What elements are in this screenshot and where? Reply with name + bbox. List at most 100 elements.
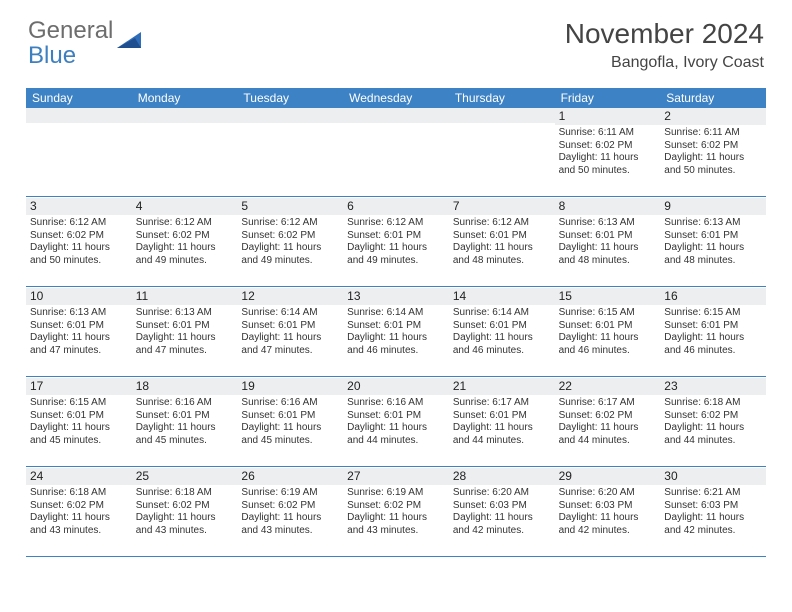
day-cell: 25Sunrise: 6:18 AMSunset: 6:02 PMDayligh… — [132, 468, 238, 556]
sunset-text: Sunset: 6:02 PM — [241, 230, 339, 243]
sunrise-text: Sunrise: 6:16 AM — [241, 397, 339, 410]
day-cell: 24Sunrise: 6:18 AMSunset: 6:02 PMDayligh… — [26, 468, 132, 556]
sunrise-text: Sunrise: 6:13 AM — [136, 307, 234, 320]
sunrise-text: Sunrise: 6:18 AM — [30, 487, 128, 500]
day-number: 18 — [132, 378, 238, 395]
sunrise-text: Sunrise: 6:17 AM — [559, 397, 657, 410]
day-number: 11 — [132, 288, 238, 305]
day-cell: 22Sunrise: 6:17 AMSunset: 6:02 PMDayligh… — [555, 378, 661, 466]
day-cell: 13Sunrise: 6:14 AMSunset: 6:01 PMDayligh… — [343, 288, 449, 376]
sunrise-text: Sunrise: 6:13 AM — [559, 217, 657, 230]
sunset-text: Sunset: 6:02 PM — [559, 140, 657, 153]
sunrise-text: Sunrise: 6:14 AM — [347, 307, 445, 320]
day-cell: 20Sunrise: 6:16 AMSunset: 6:01 PMDayligh… — [343, 378, 449, 466]
day-number: 13 — [343, 288, 449, 305]
sunset-text: Sunset: 6:01 PM — [241, 410, 339, 423]
title-block: November 2024 Bangofla, Ivory Coast — [565, 18, 764, 72]
logo: General Blue — [28, 18, 145, 68]
sunrise-text: Sunrise: 6:12 AM — [347, 217, 445, 230]
daylight-text: Daylight: 11 hours and 43 minutes. — [30, 512, 128, 537]
day-number: 9 — [660, 198, 766, 215]
sunrise-text: Sunrise: 6:18 AM — [136, 487, 234, 500]
daylight-text: Daylight: 11 hours and 43 minutes. — [347, 512, 445, 537]
sunrise-text: Sunrise: 6:12 AM — [136, 217, 234, 230]
daylight-text: Daylight: 11 hours and 46 minutes. — [559, 332, 657, 357]
day-cell: 11Sunrise: 6:13 AMSunset: 6:01 PMDayligh… — [132, 288, 238, 376]
dow-cell: Monday — [132, 88, 238, 108]
daylight-text: Daylight: 11 hours and 42 minutes. — [664, 512, 762, 537]
sunset-text: Sunset: 6:01 PM — [347, 230, 445, 243]
day-cell: 8Sunrise: 6:13 AMSunset: 6:01 PMDaylight… — [555, 198, 661, 286]
sunrise-text: Sunrise: 6:16 AM — [136, 397, 234, 410]
day-number: 16 — [660, 288, 766, 305]
day-number: 15 — [555, 288, 661, 305]
empty-day-band — [132, 108, 238, 123]
sunset-text: Sunset: 6:01 PM — [559, 230, 657, 243]
daylight-text: Daylight: 11 hours and 49 minutes. — [241, 242, 339, 267]
sunset-text: Sunset: 6:01 PM — [136, 320, 234, 333]
day-number: 23 — [660, 378, 766, 395]
daylight-text: Daylight: 11 hours and 46 minutes. — [347, 332, 445, 357]
sunrise-text: Sunrise: 6:20 AM — [453, 487, 551, 500]
day-cell: 30Sunrise: 6:21 AMSunset: 6:03 PMDayligh… — [660, 468, 766, 556]
sunrise-text: Sunrise: 6:12 AM — [453, 217, 551, 230]
sunset-text: Sunset: 6:02 PM — [30, 500, 128, 513]
daylight-text: Daylight: 11 hours and 49 minutes. — [347, 242, 445, 267]
daylight-text: Daylight: 11 hours and 47 minutes. — [241, 332, 339, 357]
empty-day-band — [449, 108, 555, 123]
daylight-text: Daylight: 11 hours and 49 minutes. — [136, 242, 234, 267]
day-number: 10 — [26, 288, 132, 305]
daylight-text: Daylight: 11 hours and 45 minutes. — [30, 422, 128, 447]
header: General Blue November 2024 Bangofla, Ivo… — [0, 0, 792, 82]
dow-cell: Friday — [555, 88, 661, 108]
sunset-text: Sunset: 6:03 PM — [559, 500, 657, 513]
daylight-text: Daylight: 11 hours and 43 minutes. — [136, 512, 234, 537]
sunrise-text: Sunrise: 6:17 AM — [453, 397, 551, 410]
location: Bangofla, Ivory Coast — [565, 54, 764, 72]
daylight-text: Daylight: 11 hours and 44 minutes. — [347, 422, 445, 447]
daylight-text: Daylight: 11 hours and 44 minutes. — [664, 422, 762, 447]
sunrise-text: Sunrise: 6:18 AM — [664, 397, 762, 410]
week-row: 3Sunrise: 6:12 AMSunset: 6:02 PMDaylight… — [26, 198, 766, 286]
sunset-text: Sunset: 6:02 PM — [559, 410, 657, 423]
day-cell: 21Sunrise: 6:17 AMSunset: 6:01 PMDayligh… — [449, 378, 555, 466]
sunrise-text: Sunrise: 6:12 AM — [30, 217, 128, 230]
day-number: 6 — [343, 198, 449, 215]
sunrise-text: Sunrise: 6:13 AM — [664, 217, 762, 230]
day-number: 20 — [343, 378, 449, 395]
day-number: 25 — [132, 468, 238, 485]
day-cell — [449, 108, 555, 196]
sunset-text: Sunset: 6:01 PM — [559, 320, 657, 333]
sunrise-text: Sunrise: 6:14 AM — [453, 307, 551, 320]
sunset-text: Sunset: 6:01 PM — [136, 410, 234, 423]
day-cell: 4Sunrise: 6:12 AMSunset: 6:02 PMDaylight… — [132, 198, 238, 286]
day-number: 5 — [237, 198, 343, 215]
day-cell: 23Sunrise: 6:18 AMSunset: 6:02 PMDayligh… — [660, 378, 766, 466]
weeks-container: 1Sunrise: 6:11 AMSunset: 6:02 PMDaylight… — [26, 108, 766, 558]
sunset-text: Sunset: 6:01 PM — [453, 230, 551, 243]
day-cell: 1Sunrise: 6:11 AMSunset: 6:02 PMDaylight… — [555, 108, 661, 196]
day-cell — [26, 108, 132, 196]
sunset-text: Sunset: 6:02 PM — [347, 500, 445, 513]
day-cell: 27Sunrise: 6:19 AMSunset: 6:02 PMDayligh… — [343, 468, 449, 556]
day-cell: 2Sunrise: 6:11 AMSunset: 6:02 PMDaylight… — [660, 108, 766, 196]
sunrise-text: Sunrise: 6:12 AM — [241, 217, 339, 230]
daylight-text: Daylight: 11 hours and 46 minutes. — [453, 332, 551, 357]
day-cell — [132, 108, 238, 196]
daylight-text: Daylight: 11 hours and 46 minutes. — [664, 332, 762, 357]
daylight-text: Daylight: 11 hours and 48 minutes. — [664, 242, 762, 267]
sunset-text: Sunset: 6:02 PM — [136, 230, 234, 243]
logo-text: General Blue — [28, 18, 113, 68]
sunset-text: Sunset: 6:03 PM — [664, 500, 762, 513]
day-cell — [237, 108, 343, 196]
dow-cell: Saturday — [660, 88, 766, 108]
day-cell: 5 Sunrise: 6:12 AMSunset: 6:02 PMDaylight… — [237, 198, 343, 286]
sunset-text: Sunset: 6:03 PM — [453, 500, 551, 513]
daylight-text: Daylight: 11 hours and 43 minutes. — [241, 512, 339, 537]
sunset-text: Sunset: 6:01 PM — [30, 320, 128, 333]
empty-day-band — [237, 108, 343, 123]
sunrise-text: Sunrise: 6:11 AM — [559, 127, 657, 140]
daylight-text: Daylight: 11 hours and 50 minutes. — [30, 242, 128, 267]
day-number: 19 — [237, 378, 343, 395]
day-cell: 7Sunrise: 6:12 AMSunset: 6:01 PMDaylight… — [449, 198, 555, 286]
